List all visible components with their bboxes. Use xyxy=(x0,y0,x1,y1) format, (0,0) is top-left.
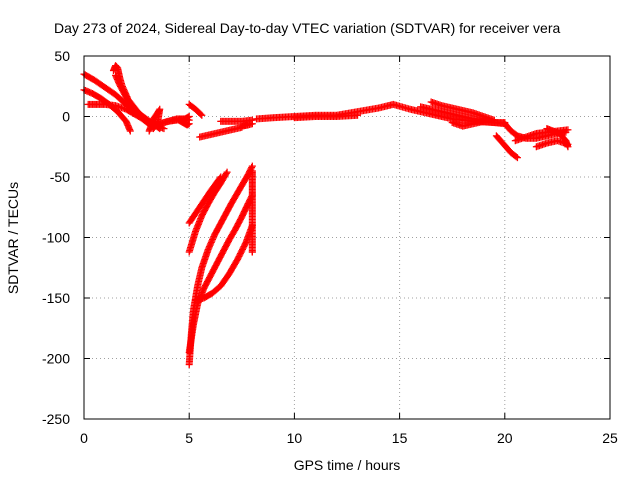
y-tick-label: 0 xyxy=(62,109,70,125)
tick-labels: 0 5 10 15 20 25 50 0 -50 -100 -150 -200 -250 xyxy=(42,48,618,446)
data-point xyxy=(248,120,256,128)
y-tick-label: -100 xyxy=(42,230,70,246)
x-tick-label: 15 xyxy=(392,430,408,446)
data-point xyxy=(354,111,362,119)
x-tick-label: 0 xyxy=(80,430,88,446)
data-points xyxy=(80,62,572,369)
y-tick-label: -250 xyxy=(42,411,70,427)
y-tick-label: -150 xyxy=(42,290,70,306)
data-point xyxy=(512,153,520,161)
x-tick-label: 5 xyxy=(185,430,193,446)
y-axis-label: SDTVAR / TECUs xyxy=(5,182,21,294)
data-point xyxy=(248,164,256,172)
y-tick-label: -50 xyxy=(50,169,70,185)
data-point xyxy=(198,111,206,119)
data-point xyxy=(490,116,498,124)
x-tick-label: 10 xyxy=(287,430,303,446)
data-point xyxy=(185,120,193,128)
x-axis-label: GPS time / hours xyxy=(294,457,401,473)
plot-frame xyxy=(83,55,611,420)
y-tick-label: -200 xyxy=(42,351,70,367)
data-point xyxy=(223,168,231,176)
data-point xyxy=(480,117,488,125)
y-tick-label: 50 xyxy=(54,48,70,64)
data-point xyxy=(248,248,256,256)
x-tick-label: 20 xyxy=(497,430,513,446)
data-point xyxy=(222,170,230,178)
data-point xyxy=(197,110,205,118)
x-tick-label: 25 xyxy=(602,430,618,446)
data-point xyxy=(564,143,572,151)
chart-title: Day 273 of 2024, Sidereal Day-to-day VTE… xyxy=(54,20,560,36)
data-point xyxy=(513,154,521,162)
data-point xyxy=(126,127,134,135)
data-point xyxy=(185,113,193,120)
data-point xyxy=(564,126,572,134)
